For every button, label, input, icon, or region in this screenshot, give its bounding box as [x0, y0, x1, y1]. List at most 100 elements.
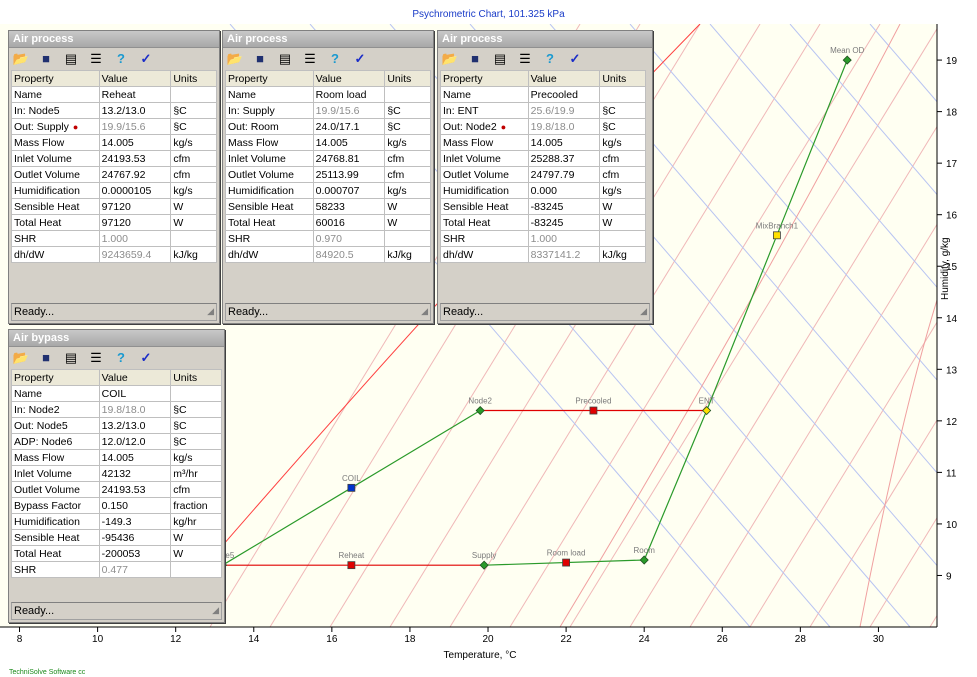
- column-header[interactable]: Units: [170, 369, 222, 386]
- table-row[interactable]: SHR 0.477: [11, 561, 222, 578]
- table-row[interactable]: Out: Node2 ● 19.8/18.0 §C: [440, 118, 646, 135]
- value-cell[interactable]: -95436: [98, 529, 172, 546]
- value-cell[interactable]: -200053: [98, 545, 172, 562]
- resize-grip-icon[interactable]: ◢: [207, 306, 214, 316]
- table-row[interactable]: Outlet Volume 24767.92 cfm: [11, 166, 217, 183]
- table-row[interactable]: Total Heat -200053 W: [11, 545, 222, 562]
- resize-grip-icon[interactable]: ◢: [421, 306, 428, 316]
- column-header[interactable]: Property: [440, 70, 529, 87]
- table-row[interactable]: Inlet Volume 42132 m³/hr: [11, 465, 222, 482]
- report-icon[interactable]: ▤: [278, 51, 292, 66]
- table-row[interactable]: Inlet Volume 24193.53 cfm: [11, 150, 217, 167]
- save-icon[interactable]: ■: [42, 350, 50, 365]
- value-cell[interactable]: 24767.92: [98, 166, 172, 183]
- value-cell[interactable]: 24.0/17.1: [312, 118, 386, 135]
- value-cell[interactable]: 24797.79: [527, 166, 601, 183]
- value-cell[interactable]: 0.000: [527, 182, 601, 199]
- table-row[interactable]: SHR 1.000: [11, 230, 217, 247]
- report-icon[interactable]: ▤: [64, 51, 78, 66]
- value-cell[interactable]: 19.8/18.0: [98, 401, 172, 418]
- table-row[interactable]: Humidification 0.0000105 kg/s: [11, 182, 217, 199]
- value-cell[interactable]: Precooled: [527, 86, 601, 103]
- open-folder-icon[interactable]: 📂: [12, 350, 30, 365]
- window-title[interactable]: Air process: [9, 31, 219, 48]
- column-header[interactable]: Property: [11, 70, 100, 87]
- value-cell[interactable]: 24193.53: [98, 150, 172, 167]
- value-cell[interactable]: 0.970: [312, 230, 386, 247]
- value-cell[interactable]: 14.005: [98, 449, 172, 466]
- value-cell[interactable]: 8337141.2: [527, 246, 601, 263]
- value-cell[interactable]: 19.9/15.6: [98, 118, 172, 135]
- table-icon[interactable]: ☰: [90, 51, 102, 66]
- open-folder-icon[interactable]: 📂: [12, 51, 30, 66]
- open-folder-icon[interactable]: 📂: [441, 51, 459, 66]
- check-icon[interactable]: ✓: [140, 51, 152, 66]
- value-cell[interactable]: 24768.81: [312, 150, 386, 167]
- value-cell[interactable]: 13.2/13.0: [98, 102, 172, 119]
- column-header[interactable]: Value: [312, 70, 386, 87]
- table-row[interactable]: dh/dW 9243659.4 kJ/kg: [11, 246, 217, 263]
- table-icon[interactable]: ☰: [90, 350, 102, 365]
- table-row[interactable]: dh/dW 8337141.2 kJ/kg: [440, 246, 646, 263]
- table-row[interactable]: In: Node2 19.8/18.0 §C: [11, 401, 222, 418]
- table-row[interactable]: Humidification 0.000707 kg/s: [225, 182, 431, 199]
- value-cell[interactable]: 0.000707: [312, 182, 386, 199]
- table-row[interactable]: Out: Room 24.0/17.1 §C: [225, 118, 431, 135]
- table-row[interactable]: Mass Flow 14.005 kg/s: [225, 134, 431, 151]
- table-row[interactable]: dh/dW 84920.5 kJ/kg: [225, 246, 431, 263]
- table-icon[interactable]: ☰: [304, 51, 316, 66]
- column-header[interactable]: Units: [599, 70, 646, 87]
- value-cell[interactable]: -83245: [527, 214, 601, 231]
- value-cell[interactable]: 97120: [98, 198, 172, 215]
- table-row[interactable]: Outlet Volume 25113.99 cfm: [225, 166, 431, 183]
- table-row[interactable]: Mass Flow 14.005 kg/s: [11, 134, 217, 151]
- resize-grip-icon[interactable]: ◢: [640, 306, 647, 316]
- help-icon[interactable]: ?: [546, 51, 554, 66]
- value-cell[interactable]: 84920.5: [312, 246, 386, 263]
- table-row[interactable]: Bypass Factor 0.150 fraction: [11, 497, 222, 514]
- table-row[interactable]: Outlet Volume 24797.79 cfm: [440, 166, 646, 183]
- table-row[interactable]: Inlet Volume 25288.37 cfm: [440, 150, 646, 167]
- value-cell[interactable]: 14.005: [98, 134, 172, 151]
- air-process-window-room-load[interactable]: Air process 📂 ■ ▤ ☰ ? ✓ Property Value Uni…: [222, 30, 434, 324]
- table-row[interactable]: Name Precooled: [440, 86, 646, 103]
- table-row[interactable]: Sensible Heat -95436 W: [11, 529, 222, 546]
- value-cell[interactable]: 19.8/18.0: [527, 118, 601, 135]
- open-folder-icon[interactable]: 📂: [226, 51, 244, 66]
- value-cell[interactable]: 60016: [312, 214, 386, 231]
- table-row[interactable]: Total Heat 60016 W: [225, 214, 431, 231]
- table-row[interactable]: Out: Node5 13.2/13.0 §C: [11, 417, 222, 434]
- save-icon[interactable]: ■: [42, 51, 50, 66]
- table-row[interactable]: Mass Flow 14.005 kg/s: [440, 134, 646, 151]
- value-cell[interactable]: 12.0/12.0: [98, 433, 172, 450]
- column-header[interactable]: Property: [225, 70, 314, 87]
- check-icon[interactable]: ✓: [569, 51, 581, 66]
- value-cell[interactable]: 58233: [312, 198, 386, 215]
- value-cell[interactable]: 0.150: [98, 497, 172, 514]
- column-header[interactable]: Value: [527, 70, 601, 87]
- table-row[interactable]: Name Reheat: [11, 86, 217, 103]
- table-row[interactable]: In: Supply 19.9/15.6 §C: [225, 102, 431, 119]
- table-row[interactable]: SHR 1.000: [440, 230, 646, 247]
- column-header[interactable]: Value: [98, 369, 172, 386]
- table-row[interactable]: SHR 0.970: [225, 230, 431, 247]
- air-bypass-window-coil[interactable]: Air bypass 📂 ■ ▤ ☰ ? ✓ Property Value Unit…: [8, 329, 225, 623]
- air-process-window-precooled[interactable]: Air process 📂 ■ ▤ ☰ ? ✓ Property Value Uni…: [437, 30, 653, 324]
- table-row[interactable]: In: Node5 13.2/13.0 §C: [11, 102, 217, 119]
- value-cell[interactable]: 25.6/19.9: [527, 102, 601, 119]
- air-process-window-reheat[interactable]: Air process 📂 ■ ▤ ☰ ? ✓ Property Value Uni…: [8, 30, 220, 324]
- help-icon[interactable]: ?: [117, 350, 125, 365]
- value-cell[interactable]: 1.000: [527, 230, 601, 247]
- table-row[interactable]: Total Heat 97120 W: [11, 214, 217, 231]
- save-icon[interactable]: ■: [256, 51, 264, 66]
- value-cell[interactable]: 13.2/13.0: [98, 417, 172, 434]
- value-cell[interactable]: 24193.53: [98, 481, 172, 498]
- value-cell[interactable]: 25288.37: [527, 150, 601, 167]
- value-cell[interactable]: Room load: [312, 86, 386, 103]
- value-cell[interactable]: 14.005: [527, 134, 601, 151]
- value-cell[interactable]: Reheat: [98, 86, 172, 103]
- table-row[interactable]: Sensible Heat 58233 W: [225, 198, 431, 215]
- table-row[interactable]: Name COIL: [11, 385, 222, 402]
- value-cell[interactable]: 9243659.4: [98, 246, 172, 263]
- table-row[interactable]: Inlet Volume 24768.81 cfm: [225, 150, 431, 167]
